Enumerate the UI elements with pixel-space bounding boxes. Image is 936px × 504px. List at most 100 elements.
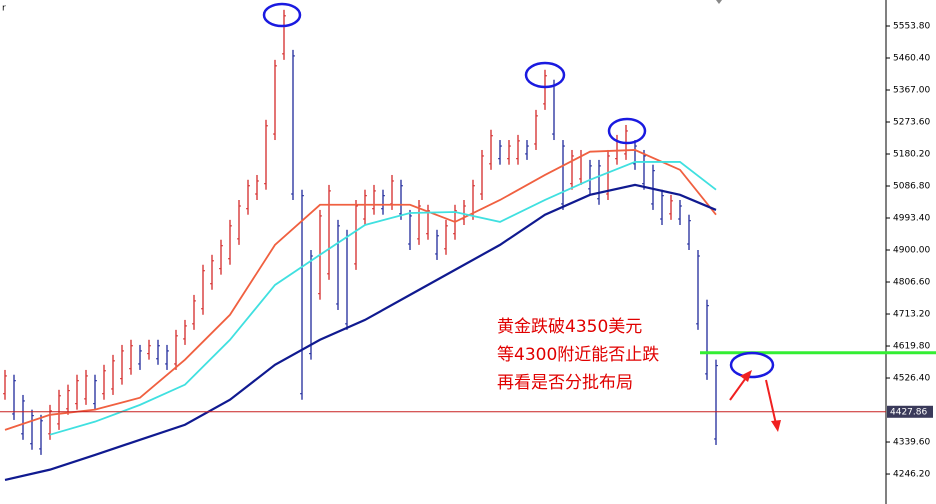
price-bar (291, 49, 295, 200)
price-bar (282, 9, 286, 60)
price-bar (669, 194, 673, 220)
price-bar (597, 159, 601, 205)
y-tick-label: 4806.60 (893, 278, 930, 288)
moving-average (4, 183, 717, 481)
price-bar (309, 250, 313, 360)
price-bar (372, 184, 376, 215)
price-bar (534, 109, 538, 150)
price-bar (39, 414, 43, 455)
price-bar (651, 164, 655, 210)
price-bar (588, 159, 592, 195)
y-tick-label: 4993.40 (893, 214, 930, 224)
arrow-head (740, 370, 752, 382)
price-bar (687, 214, 691, 251)
price-bar (435, 229, 439, 260)
price-bar (642, 149, 646, 190)
y-tick-label: 4246.20 (893, 470, 930, 480)
y-tick-label: 5553.80 (893, 22, 930, 32)
price-bar (30, 409, 34, 450)
price-bar (228, 219, 232, 265)
price-bar (660, 189, 664, 226)
current-price-box (887, 405, 933, 418)
price-bar (138, 344, 142, 370)
price-bar (156, 339, 160, 365)
price-bar (219, 239, 223, 275)
price-bar (543, 69, 547, 110)
price-bar (246, 179, 250, 215)
price-bar (66, 384, 70, 415)
price-bar (345, 229, 349, 330)
highlight-circle (729, 351, 775, 379)
highlight-circle (607, 117, 647, 145)
price-bar (570, 149, 574, 190)
arrow-head (771, 420, 781, 432)
y-tick-label: 4713.20 (893, 310, 930, 320)
price-bar (111, 354, 115, 395)
price-bar (462, 199, 466, 226)
price-bar (633, 140, 637, 170)
price-bar (102, 364, 106, 400)
price-bar (273, 59, 277, 141)
moving-average (4, 149, 717, 431)
price-bar (408, 209, 412, 251)
price-bar (480, 149, 484, 200)
y-tick-label: 5180.20 (893, 150, 930, 160)
price-bar (336, 219, 340, 310)
price-bar (129, 339, 133, 375)
price-bar (120, 344, 124, 385)
price-bar (552, 79, 556, 141)
corner-label: r (2, 4, 6, 14)
price-bar (399, 179, 403, 220)
annotation: 再看是否分批布局 (497, 373, 633, 393)
price-bar (12, 374, 16, 420)
price-bar (201, 264, 205, 315)
current-price-label: 4427.86 (890, 407, 927, 417)
price-bar (174, 329, 178, 370)
price-bar (210, 254, 214, 290)
price-bar (264, 119, 268, 190)
y-tick-label: 4900.00 (893, 246, 930, 256)
price-bar (705, 299, 709, 380)
price-bar (57, 389, 61, 430)
y-tick-label: 5367.00 (893, 86, 930, 96)
highlight-circle (524, 61, 566, 89)
annotation: 等4300附近能否止跌 (497, 345, 659, 365)
price-bar (498, 140, 502, 165)
price-bar (507, 140, 511, 165)
y-tick-label: 4339.60 (893, 438, 930, 448)
price-bar (237, 199, 241, 245)
price-bar (84, 369, 88, 405)
price-bar (21, 394, 25, 440)
price-bar (489, 129, 493, 170)
moving-average (49, 161, 717, 436)
shift-marker (716, 0, 722, 4)
y-tick-label: 4526.40 (893, 374, 930, 384)
price-bar (192, 294, 196, 330)
price-bar (561, 140, 565, 210)
price-bar (516, 134, 520, 165)
price-bar (714, 359, 718, 445)
y-tick-label: 5460.40 (893, 54, 930, 64)
price-bar (381, 189, 385, 215)
price-bar (165, 344, 169, 370)
price-bar (147, 339, 151, 360)
y-tick-label: 5273.60 (893, 118, 930, 128)
price-bar (606, 149, 610, 200)
price-bar (183, 319, 187, 345)
arrow (765, 379, 777, 425)
price-bar (426, 204, 430, 240)
price-bar (300, 189, 304, 400)
highlight-circle (262, 2, 302, 28)
price-bar (93, 374, 97, 410)
price-bar (354, 199, 358, 270)
price-bar (3, 369, 7, 400)
price-bar (444, 219, 448, 255)
price-bar (327, 184, 331, 280)
price-bar (696, 250, 700, 330)
price-bar (363, 189, 367, 226)
y-tick-label: 5086.80 (893, 182, 930, 192)
price-bar (75, 374, 79, 410)
y-tick-label: 4619.80 (893, 342, 930, 352)
